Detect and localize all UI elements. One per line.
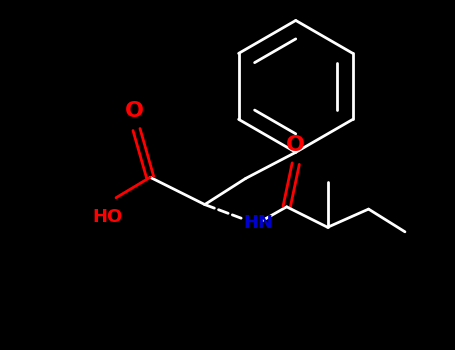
- Text: HO: HO: [93, 208, 123, 226]
- Text: O: O: [286, 135, 305, 155]
- Text: O: O: [125, 102, 144, 121]
- Text: HN: HN: [243, 214, 273, 232]
